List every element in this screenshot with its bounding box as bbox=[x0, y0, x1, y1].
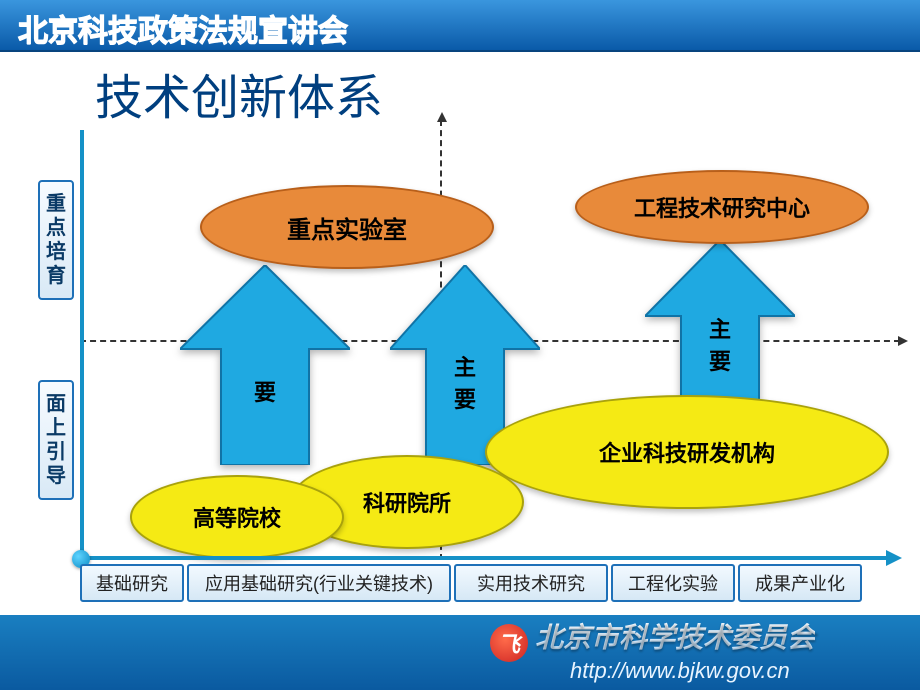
x-axis-label: 成果产业化 bbox=[738, 564, 862, 602]
x-axis-label: 基础研究 bbox=[80, 564, 184, 602]
ellipse-university: 高等院校 bbox=[130, 475, 344, 559]
innovation-chart: 要 主 要 主 要 重点实验室 工程技术研究中心 企业科技研发机构 科研院所 高… bbox=[80, 130, 900, 580]
arrow-label: 要 bbox=[180, 375, 350, 407]
ellipse-eng-center: 工程技术研究中心 bbox=[575, 170, 869, 244]
ellipse-key-lab: 重点实验室 bbox=[200, 185, 494, 269]
footer-logo-icon: 飞 bbox=[490, 624, 528, 662]
ellipse-enterprise-rd: 企业科技研发机构 bbox=[485, 395, 889, 509]
x-axis-label: 工程化实验 bbox=[611, 564, 735, 602]
header-bar: 北京科技政策法规宣讲会 bbox=[0, 0, 920, 52]
arrow-label: 主 要 bbox=[390, 350, 540, 414]
footer-org-name: 北京市科学技术委员会 bbox=[535, 616, 815, 656]
y-axis bbox=[80, 130, 84, 560]
arrow-label: 主 要 bbox=[645, 312, 795, 376]
y-label-cultivate: 重 点 培 育 bbox=[38, 180, 74, 300]
x-axis-label: 实用技术研究 bbox=[454, 564, 608, 602]
arrow-up-zhuyao-2: 主 要 bbox=[645, 240, 795, 420]
x-axis-labels: 基础研究应用基础研究(行业关键技术)实用技术研究工程化实验成果产业化 bbox=[80, 564, 900, 602]
arrow-up-icon bbox=[437, 112, 447, 122]
arrow-up-yao: 要 bbox=[180, 265, 350, 465]
footer-bar: 飞 北京市科学技术委员会 http://www.bjkw.gov.cn bbox=[0, 615, 920, 690]
slide: 北京科技政策法规宣讲会 技术创新体系 要 主 要 主 要 重点实验室 工程技术研… bbox=[0, 0, 920, 690]
x-axis bbox=[78, 556, 898, 560]
arrow-right-icon bbox=[898, 336, 908, 346]
footer-url: http://www.bjkw.gov.cn bbox=[570, 658, 790, 684]
header-title: 北京科技政策法规宣讲会 bbox=[18, 6, 348, 50]
y-label-guide: 面 上 引 导 bbox=[38, 380, 74, 500]
page-title: 技术创新体系 bbox=[95, 58, 383, 128]
x-axis-label: 应用基础研究(行业关键技术) bbox=[187, 564, 451, 602]
